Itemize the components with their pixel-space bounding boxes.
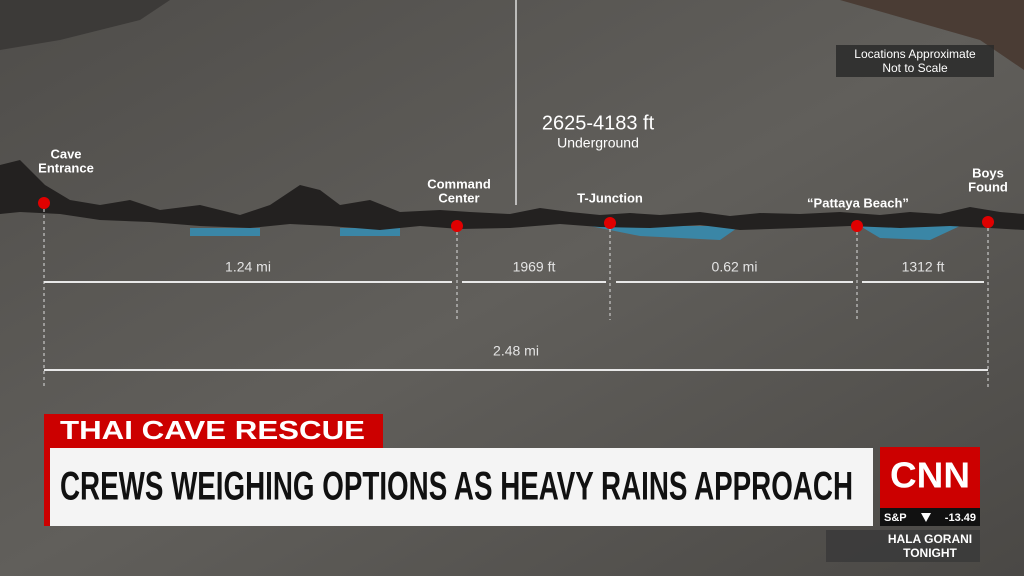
segment-distance: 0.62 mi [712,259,758,275]
location-dot [982,216,994,228]
location-label: Entrance [38,160,94,175]
note: Locations Approximate [854,47,976,61]
location-dot [604,217,616,229]
depth-label: Underground [557,135,639,151]
show-title: HALA GORANI [888,532,972,546]
headline-box [44,448,873,526]
kicker-box [44,414,383,448]
location-dot [38,197,50,209]
ticker-index: S&P [884,512,907,524]
location-label: “Pattaya Beach” [807,195,909,210]
headline: CREWS WEIGHING OPTIONS AS HEAVY RAINS AP… [60,465,853,509]
location-dot [451,220,463,232]
kicker: THAI CAVE RESCUE [60,415,365,445]
segment-distance: 1.24 mi [225,259,271,275]
ticker-box [880,508,980,526]
segment-distance: 1312 ft [902,259,945,275]
location-label: Command [427,176,491,191]
rock-shadow [0,0,170,50]
total-distance: 2.48 mi [493,343,539,359]
logo-box [880,447,980,508]
ticker-change: -13.49 [945,512,976,524]
location-label: Center [438,190,479,205]
show-title: TONIGHT [903,546,957,560]
down-arrow [921,513,931,522]
location-label: T-Junction [577,190,643,205]
rock-shadow [840,0,1024,70]
headline-stripe [44,448,50,526]
location-label: Cave [50,146,81,161]
location-dot [851,220,863,232]
show-box [826,530,980,562]
depth-range: 2625-4183 ft [542,112,655,134]
cave-profile [0,160,1024,230]
note: Not to Scale [882,61,948,75]
logo: CNN [890,455,970,496]
note-box [836,45,994,77]
location-label: Found [968,179,1008,194]
segment-distance: 1969 ft [513,259,556,275]
location-label: Boys [972,165,1004,180]
